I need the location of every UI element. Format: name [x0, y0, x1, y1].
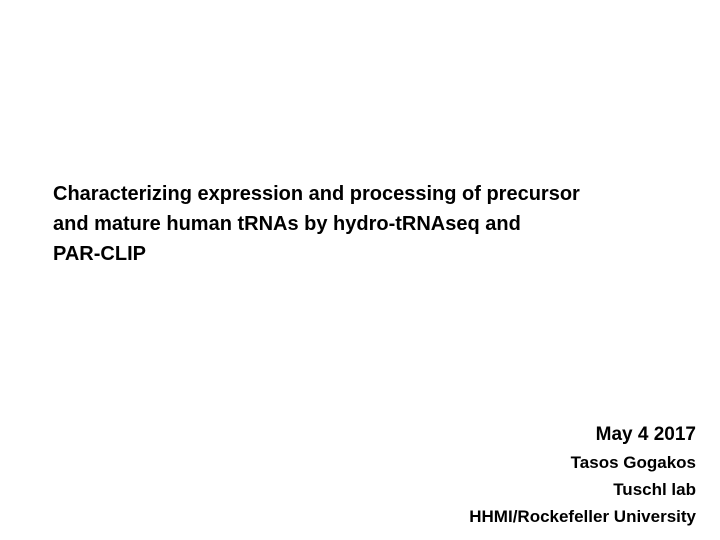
title-line-3: PAR-CLIP — [53, 243, 146, 265]
lab-name: Tuschl lab — [613, 480, 696, 499]
title-line-1: Characterizing expression and processing… — [53, 183, 580, 205]
slide-title: Characterizing expression and processing… — [53, 179, 693, 269]
presenter-name: Tasos Gogakos — [570, 453, 696, 472]
presenter-info: May 4 2017 Tasos Gogakos Tuschl lab HHMI… — [469, 420, 696, 530]
presentation-date: May 4 2017 — [595, 424, 696, 445]
institution-name: HHMI/Rockefeller University — [469, 507, 696, 526]
title-line-2: and mature human tRNAs by hydro-tRNAseq … — [53, 213, 521, 235]
